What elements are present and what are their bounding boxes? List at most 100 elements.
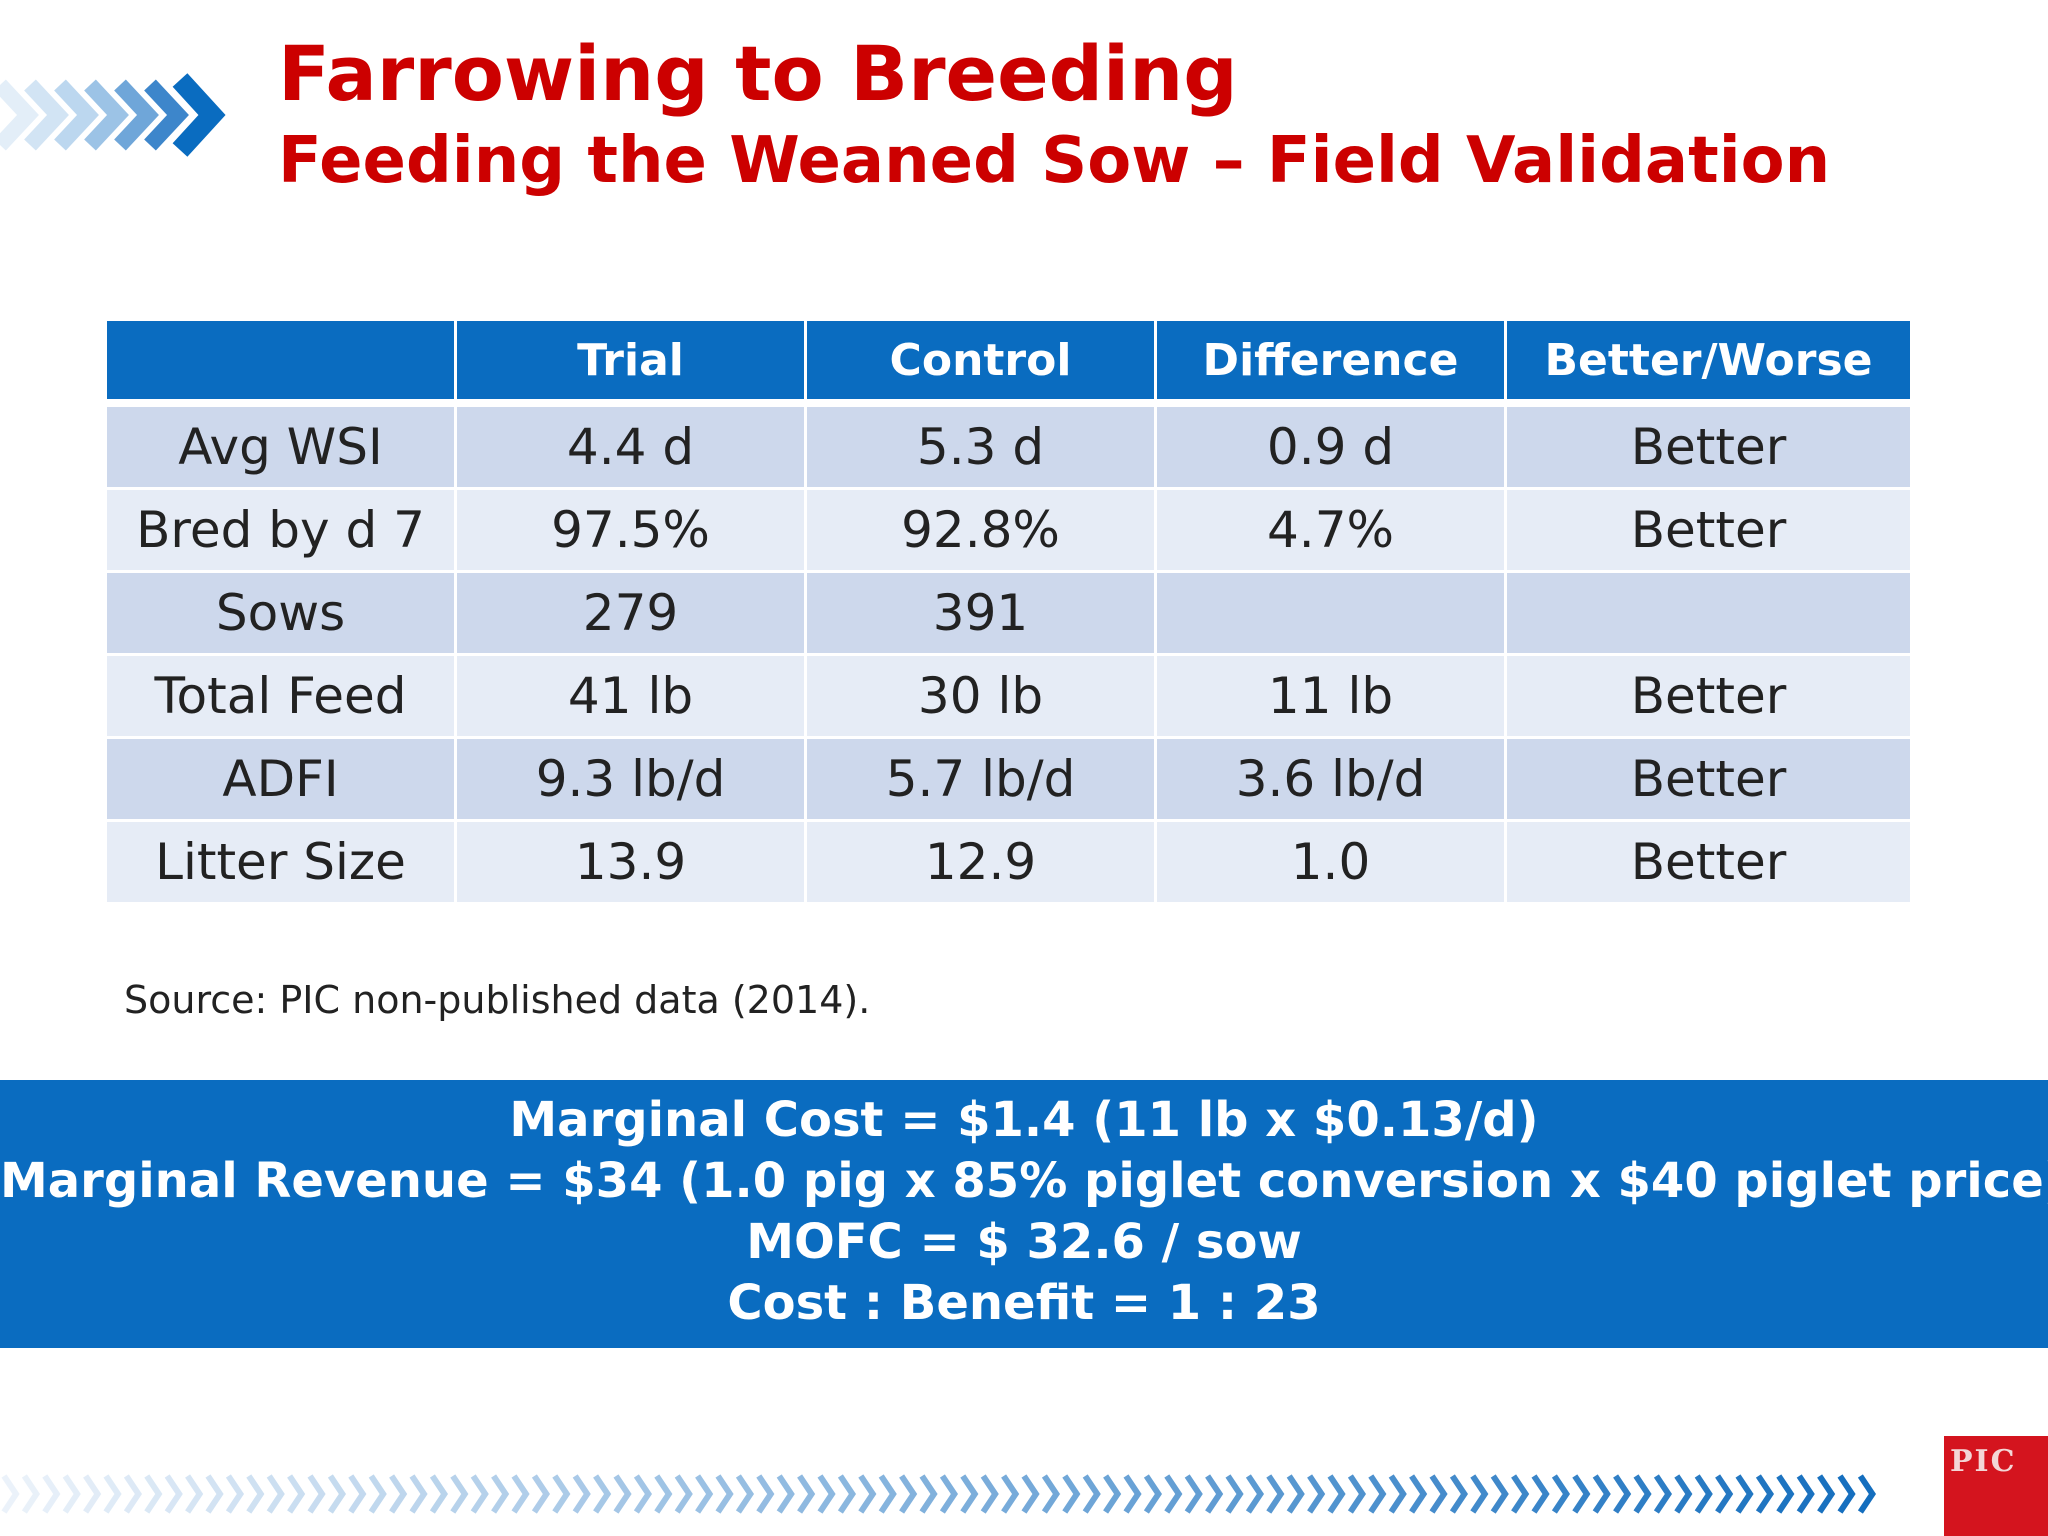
chevron-icon: [1123, 1474, 1142, 1514]
chevron-icon: [1531, 1474, 1550, 1514]
chevron-icon: [83, 1474, 102, 1514]
chevron-icon: [1103, 1474, 1122, 1514]
chevron-icon: [531, 1474, 551, 1514]
chevron-icon: [1409, 1474, 1428, 1514]
chevron-icon: [205, 1474, 224, 1514]
chevron-icon: [1429, 1474, 1448, 1514]
table-cell: 12.9: [804, 819, 1157, 905]
chevron-icon: [491, 1474, 510, 1514]
table-cell: 5.7 lb/d: [804, 736, 1157, 822]
chevron-icon: [1470, 1474, 1489, 1514]
chevron-icon: [1715, 1474, 1734, 1514]
chevron-icon: [1245, 1474, 1265, 1514]
chevrons-top-icon: [0, 73, 226, 157]
table-cell: 391: [804, 570, 1157, 656]
header-cell-better-worse: Better/Worse: [1504, 318, 1913, 405]
chevron-icon: [1551, 1474, 1571, 1514]
chevron-icon: [1633, 1474, 1652, 1514]
chevron-icon: [1082, 1474, 1101, 1514]
row-label: Litter Size: [104, 819, 457, 905]
header-cell-difference: Difference: [1154, 318, 1507, 405]
chevron-icon: [613, 1474, 632, 1514]
table-row: Sows 279 391: [104, 570, 1913, 656]
table-cell: 0.9 d: [1154, 399, 1507, 490]
chevron-icon: [144, 1474, 163, 1514]
chevron-icon: [919, 1474, 938, 1514]
chevron-icon: [674, 1474, 693, 1514]
chevron-icon: [185, 1474, 204, 1514]
table-row: ADFI 9.3 lb/d 5.7 lb/d 3.6 lb/d Better: [104, 736, 1913, 822]
table-cell: 5.3 d: [804, 399, 1157, 490]
chevron-icon: [470, 1474, 489, 1514]
table-cell: 4.4 d: [454, 399, 807, 490]
chevron-icon: [817, 1474, 836, 1514]
chevron-icon: [225, 1474, 245, 1514]
table-cell: [1504, 570, 1913, 656]
chevron-icon: [1653, 1474, 1673, 1514]
chevron-icon: [654, 1474, 673, 1514]
table-cell: 1.0: [1154, 819, 1507, 905]
slide-title: Farrowing to Breeding Feeding the Weaned…: [278, 30, 1830, 204]
table-cell: 92.8%: [804, 487, 1157, 573]
table-cell: 3.6 lb/d: [1154, 736, 1507, 822]
chevron-icon: [1817, 1474, 1836, 1514]
chevron-icon: [1674, 1474, 1693, 1514]
chevron-icon: [1776, 1474, 1795, 1514]
chevron-icon: [1164, 1474, 1183, 1514]
chevron-icon: [389, 1474, 408, 1514]
chevron-icon: [980, 1474, 999, 1514]
chevrons-bottom-icon: [1, 1474, 1877, 1514]
chevron-icon: [1613, 1474, 1632, 1514]
row-label: Total Feed: [104, 653, 457, 739]
chevron-icon: [1205, 1474, 1224, 1514]
table-cell: 30 lb: [804, 653, 1157, 739]
table-row: Litter Size 13.9 12.9 1.0 Better: [104, 819, 1913, 905]
chevron-icon: [123, 1474, 143, 1514]
chevron-icon: [1592, 1474, 1611, 1514]
chevron-icon: [1307, 1474, 1326, 1514]
chevron-icon: [899, 1474, 918, 1514]
chevron-icon: [164, 1474, 183, 1514]
chevron-icon: [1449, 1474, 1469, 1514]
table-cell: Better: [1504, 736, 1913, 822]
chevron-icon: [776, 1474, 795, 1514]
row-label: Bred by d 7: [104, 487, 457, 573]
chevron-icon: [756, 1474, 775, 1514]
chevron-icon: [287, 1474, 306, 1514]
chevron-icon: [1327, 1474, 1346, 1514]
table-cell: [1154, 570, 1507, 656]
summary-line-marginal-revenue: Marginal Revenue = $34 (1.0 pig x 85% pi…: [0, 1153, 2048, 1209]
chevron-icon: [1511, 1474, 1530, 1514]
chevron-icon: [695, 1474, 714, 1514]
chevron-icon: [42, 1474, 61, 1514]
header-cell-blank: [104, 318, 457, 405]
chevron-icon: [246, 1474, 265, 1514]
results-table: Trial Control Difference Better/Worse Av…: [104, 318, 1913, 905]
chevron-icon: [103, 1474, 122, 1514]
row-label: Sows: [104, 570, 457, 656]
summary-line-marginal-cost: Marginal Cost = $1.4 (11 lb x $0.13/d): [509, 1092, 1539, 1148]
chevron-icon: [837, 1474, 857, 1514]
summary-line-cost-benefit: Cost : Benefit = 1 : 23: [727, 1275, 1321, 1331]
chevron-icon: [348, 1474, 367, 1514]
chevron-icon: [409, 1474, 428, 1514]
table-cell: 13.9: [454, 819, 807, 905]
row-label: Avg WSI: [104, 399, 457, 490]
chevron-icon: [450, 1474, 469, 1514]
summary-banner: Marginal Cost = $1.4 (11 lb x $0.13/d) M…: [0, 1080, 2048, 1348]
chevron-icon: [797, 1474, 816, 1514]
table-row: Bred by d 7 97.5% 92.8% 4.7% Better: [104, 487, 1913, 573]
chevron-icon: [858, 1474, 877, 1514]
chevron-icon: [1857, 1474, 1877, 1514]
table-cell: 9.3 lb/d: [454, 736, 807, 822]
chevron-icon: [1837, 1474, 1856, 1514]
chevron-icon: [1755, 1474, 1775, 1514]
chevron-icon: [368, 1474, 387, 1514]
table-row: Total Feed 41 lb 30 lb 11 lb Better: [104, 653, 1913, 739]
table-cell: 279: [454, 570, 807, 656]
chevron-icon: [327, 1474, 347, 1514]
chevron-icon: [307, 1474, 326, 1514]
chevron-icon: [878, 1474, 897, 1514]
table-cell: Better: [1504, 653, 1913, 739]
chevron-icon: [633, 1474, 653, 1514]
